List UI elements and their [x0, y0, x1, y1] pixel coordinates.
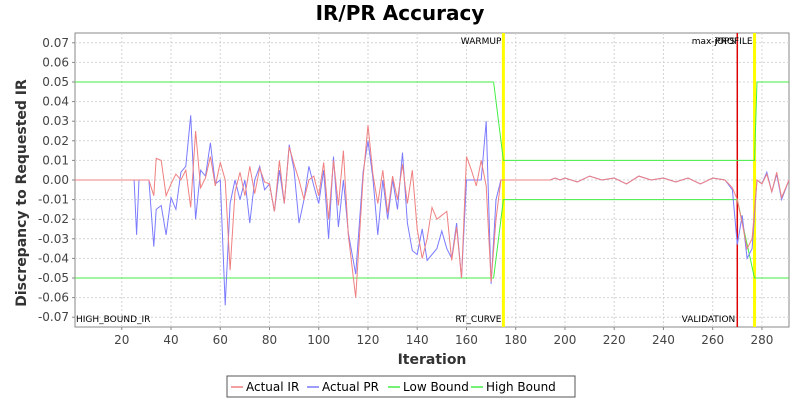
x-tick-label: 60	[213, 333, 228, 347]
y-tick-label: 0.03	[42, 114, 69, 128]
phase-marker-label: VALIDATION	[682, 315, 736, 325]
series-line-high-bound	[75, 81, 789, 161]
legend: Actual IR Actual PR Low Bound High Bound	[226, 375, 576, 398]
x-tick-label: 40	[163, 333, 178, 347]
x-tick-label: 100	[307, 333, 330, 347]
legend-label: Low Bound	[403, 380, 469, 394]
y-tick-label: 0.02	[42, 134, 69, 148]
phase-marker-label: WARMUP	[461, 37, 502, 47]
legend-label: Actual PR	[322, 380, 379, 394]
y-tick-label: 0.04	[42, 95, 69, 109]
x-axis-ticks: 20 40 60 80 100 120 140 160 180 200 220 240 260 280	[114, 327, 773, 347]
legend-label: High Bound	[486, 380, 556, 394]
phase-marker-label: PROFILE	[715, 37, 753, 47]
phase-marker-labels: WARMUP RT_CURVE max-jOPS VALIDATION PROFILE H…	[76, 37, 753, 325]
x-tick-label: 80	[262, 333, 277, 347]
series-lines	[75, 81, 790, 306]
y-tick-label: 0.00	[42, 173, 69, 187]
x-tick-label: 180	[504, 333, 527, 347]
y-tick-label: -0.04	[38, 251, 69, 265]
chart-title: IR/PR Accuracy	[316, 1, 485, 25]
y-tick-label: 0.07	[42, 36, 69, 50]
phase-marker-label: RT_CURVE	[455, 315, 501, 325]
legend-box	[226, 375, 576, 398]
x-tick-label: 120	[357, 333, 380, 347]
y-axis-label: Discrepancy to Requested IR	[14, 79, 30, 307]
y-tick-label: -0.02	[38, 212, 69, 226]
x-tick-label: 260	[701, 333, 724, 347]
phase-marker-label: max-jOPS	[692, 37, 736, 47]
x-tick-label: 200	[553, 333, 576, 347]
x-axis-label: Iteration	[398, 352, 467, 368]
y-tick-label: 0.06	[42, 55, 69, 69]
x-tick-label: 20	[114, 333, 129, 347]
y-tick-label: -0.07	[38, 310, 69, 324]
x-tick-label: 240	[652, 333, 675, 347]
phase-marker-label: HIGH_BOUND_IR	[76, 315, 150, 325]
x-tick-label: 280	[750, 333, 773, 347]
y-tick-label: -0.06	[38, 291, 69, 305]
y-axis-ticks: -0.07 -0.06 -0.05 -0.04 -0.03 -0.02 -0.01 0.00 0…	[38, 36, 75, 324]
y-tick-label: -0.01	[38, 193, 69, 207]
x-tick-label: 140	[406, 333, 429, 347]
x-tick-label: 160	[455, 333, 478, 347]
y-tick-label: 0.05	[42, 75, 69, 89]
y-tick-label: -0.05	[38, 271, 69, 285]
series-line-actual-ir	[75, 125, 790, 298]
legend-label: Actual IR	[246, 380, 299, 394]
series-line-low-bound	[75, 199, 789, 279]
x-tick-label: 220	[603, 333, 626, 347]
y-tick-label: 0.01	[42, 153, 69, 167]
y-tick-label: -0.03	[38, 232, 69, 246]
